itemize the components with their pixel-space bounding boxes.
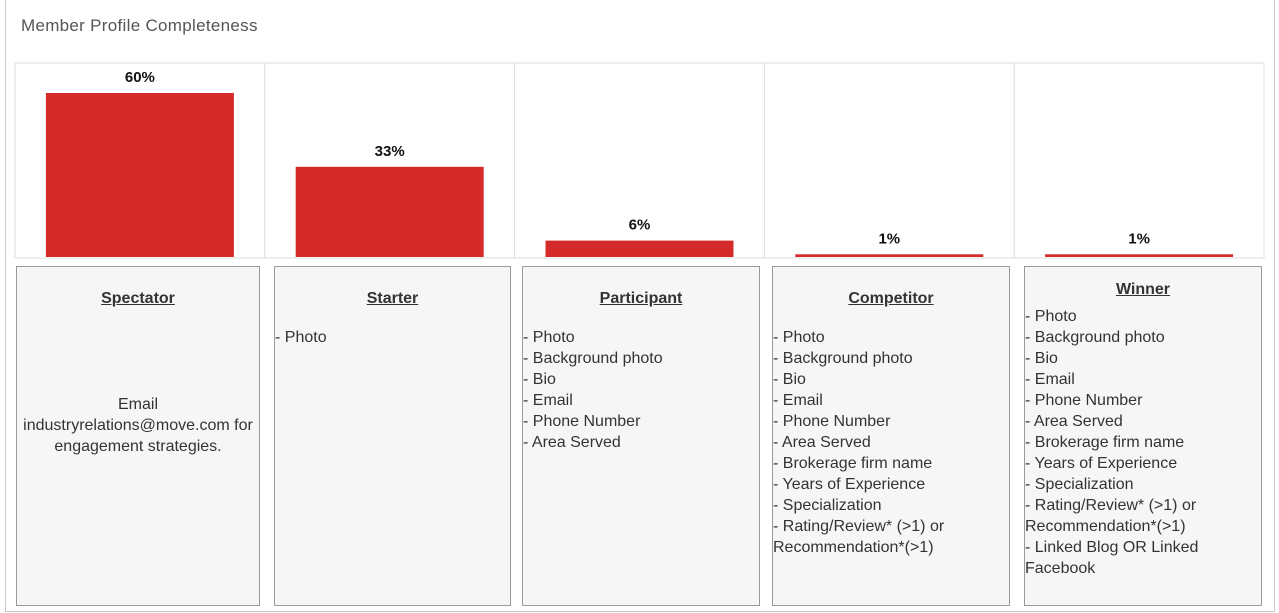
tier-item: - Phone Number	[773, 413, 891, 430]
tier-item: - Area Served	[773, 434, 871, 451]
tier-item: - Bio	[523, 371, 556, 388]
chart: 60% 33% 6% 1% 1%	[14, 62, 1265, 259]
tier-name: Starter	[366, 290, 419, 307]
tier-item: - Brokerage firm name	[1025, 434, 1185, 451]
tier-item: - Rating/Review* (>1) or Recommendation*…	[773, 518, 945, 556]
tier-name: Participant	[599, 290, 683, 307]
tier-item: - Email	[1025, 371, 1075, 388]
tier-items: - Photo - Background photo - Bio - Email - P…	[1025, 306, 1261, 579]
bar	[795, 254, 984, 257]
bar	[1045, 254, 1234, 257]
tier-item: - Area Served	[1025, 413, 1123, 430]
tier-items: - Photo	[275, 327, 510, 348]
tier-item: - Brokerage firm name	[773, 455, 933, 472]
tier-item: - Bio	[773, 371, 806, 388]
tier-item: - Photo	[1025, 308, 1077, 325]
tier-item: - Years of Experience	[1025, 455, 1178, 472]
data-label: 33%	[375, 143, 405, 160]
tier-item: - Email	[773, 392, 823, 409]
tier-card: Starter - Photo	[274, 266, 511, 606]
tier-card: Participant - Photo - Background photo - Bi…	[522, 266, 760, 606]
tier-item: - Specialization	[773, 497, 882, 514]
tier-item: - Background photo	[1025, 329, 1165, 346]
tier-item: - Years of Experience	[773, 476, 926, 493]
tier-item: - Photo	[773, 329, 825, 346]
data-label: 6%	[629, 217, 651, 234]
tier-items: - Photo - Background photo - Bio - Email - P…	[523, 327, 759, 453]
panel-title: Member Profile Completeness	[21, 16, 258, 35]
tier-item: - Phone Number	[1025, 392, 1143, 409]
data-label: 60%	[125, 69, 155, 86]
tier-item: - Photo	[523, 329, 575, 346]
data-label: 1%	[1128, 230, 1150, 247]
bar	[295, 166, 484, 257]
tier-note: Email industryrelations@move.com for eng…	[23, 396, 253, 455]
tier-item: - Email	[523, 392, 573, 409]
panel: Member Profile Completeness	[5, 0, 1275, 612]
bar	[45, 93, 234, 257]
tier-card: Spectator Email industryrelations@move.co…	[16, 266, 260, 606]
tier-item: - Linked Blog OR Linked Facebook	[1025, 539, 1199, 577]
tier-card: Winner - Photo - Background photo - Bio - Em…	[1024, 266, 1262, 606]
data-label: 1%	[878, 230, 900, 247]
tier-name: Competitor	[848, 290, 934, 307]
bar	[545, 240, 734, 257]
tier-item: - Background photo	[773, 350, 913, 367]
tier-item: - Bio	[1025, 350, 1058, 367]
tier-item: - Photo	[275, 329, 327, 346]
tier-item: - Rating/Review* (>1) or Recommendation*…	[1025, 497, 1197, 535]
plot-frame	[14, 62, 1265, 259]
tier-card: Competitor - Photo - Background photo - Bio…	[772, 266, 1010, 606]
tier-item: - Background photo	[523, 350, 663, 367]
tier-name: Winner	[1115, 281, 1171, 298]
tier-item: - Specialization	[1025, 476, 1134, 493]
tier-name: Spectator	[101, 290, 175, 307]
tier-item: - Area Served	[523, 434, 621, 451]
tier-items: - Photo - Background photo - Bio - Email - P…	[773, 327, 1009, 558]
tier-item: - Phone Number	[523, 413, 641, 430]
